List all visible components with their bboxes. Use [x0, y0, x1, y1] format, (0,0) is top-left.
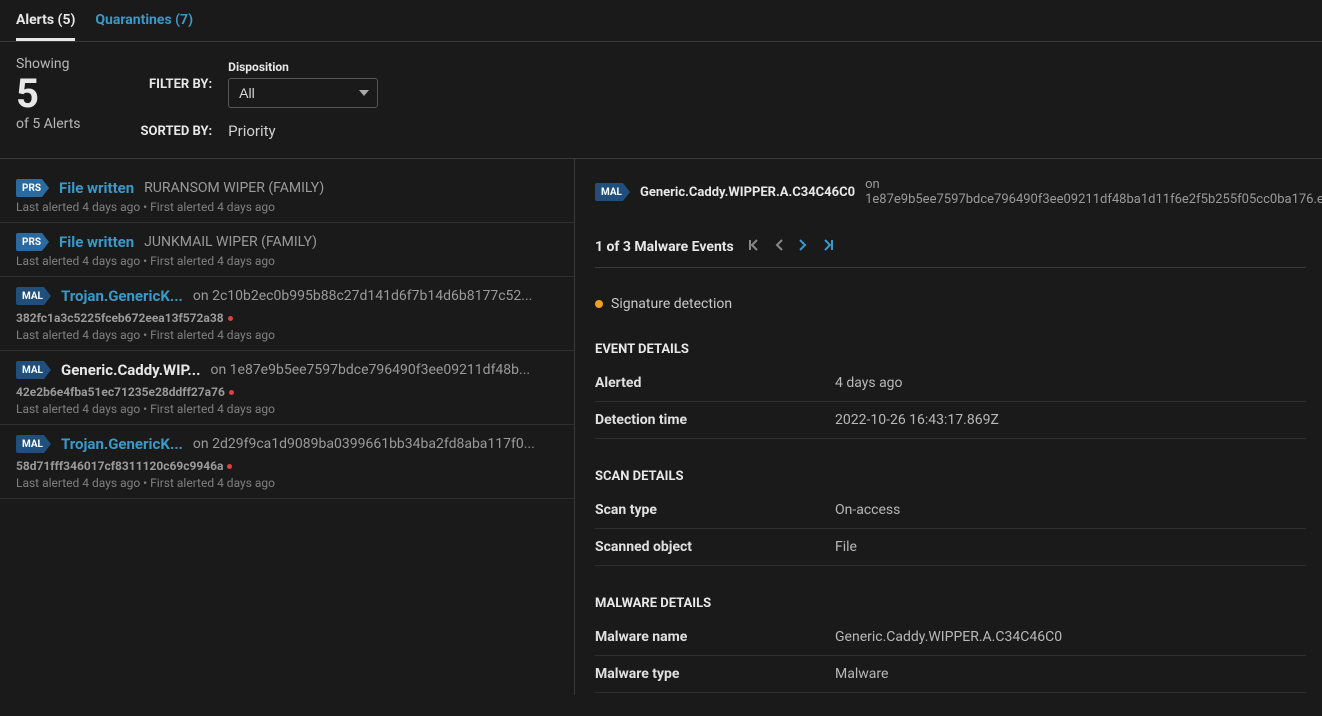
alert-badge: PRS — [16, 179, 49, 197]
alert-item[interactable]: MAL Generic.Caddy.WIP... on 1e87e9b5ee7597… — [0, 351, 574, 425]
detail-title: Generic.Caddy.WIPPER.A.C34C46C0 — [640, 185, 855, 200]
sort-value: Priority — [228, 122, 378, 140]
disposition-label: Disposition — [228, 60, 378, 74]
table-row: Detection time2022-10-26 16:43:17.869Z — [595, 402, 1306, 439]
alert-badge: PRS — [16, 233, 49, 251]
detail-key: Detection time — [595, 402, 835, 439]
alert-item[interactable]: PRS File written JUNKMAIL WIPER (FAMILY) La… — [0, 223, 574, 277]
detail-panel: MAL Generic.Caddy.WIPPER.A.C34C46C0 on 1… — [575, 159, 1322, 695]
detail-value: Generic.Caddy.WIPPER.A.C34C46C0 — [835, 619, 1306, 656]
first-page-icon[interactable] — [748, 239, 760, 255]
detail-value: File — [835, 529, 1306, 566]
showing-sub: of 5 Alerts — [16, 116, 81, 132]
detail-key: Scanned object — [595, 529, 835, 566]
alert-line1: MAL Trojan.GenericK... on 2c10b2ec0b995b88… — [16, 287, 558, 305]
pager: 1 of 3 Malware Events — [595, 239, 1306, 268]
alert-times: Last alerted 4 days ago • First alerted … — [16, 402, 558, 416]
table-row: Scanned objectFile — [595, 529, 1306, 566]
alert-suffix: on 1e87e9b5ee7597bdce796490f3ee09211df48… — [210, 362, 530, 378]
alert-times: Last alerted 4 days ago • First alerted … — [16, 476, 558, 490]
detail-value: Malware — [835, 656, 1306, 693]
showing-count: 5 — [16, 72, 81, 116]
detail-value: 2022-10-26 16:43:17.869Z — [835, 402, 1306, 439]
alert-badge: MAL — [16, 435, 51, 453]
alert-title[interactable]: Generic.Caddy.WIP... — [61, 361, 200, 379]
alert-badge: MAL — [16, 287, 51, 305]
section-title-scan: SCAN DETAILS — [595, 469, 1306, 492]
main: PRS File written RURANSOM WIPER (FAMILY) La… — [0, 159, 1322, 695]
alert-times: Last alerted 4 days ago • First alerted … — [16, 328, 558, 342]
detail-key: Scan type — [595, 492, 835, 529]
section-title-event: EVENT DETAILS — [595, 342, 1306, 365]
alert-suffix: RURANSOM WIPER (FAMILY) — [144, 180, 324, 196]
table-row: Malware typeMalware — [595, 656, 1306, 693]
showing-block: Showing 5 of 5 Alerts — [16, 56, 81, 132]
detail-suffix: on 1e87e9b5ee7597bdce796490f3ee09211df48… — [865, 177, 1322, 207]
detail-key: Malware type — [595, 656, 835, 693]
alert-line1: MAL Generic.Caddy.WIP... on 1e87e9b5ee7597… — [16, 361, 558, 379]
alert-title[interactable]: Trojan.GenericK... — [61, 287, 183, 305]
disposition-select[interactable]: All — [228, 78, 378, 108]
detail-header: MAL Generic.Caddy.WIPPER.A.C34C46C0 on 1… — [595, 177, 1306, 207]
detail-table-malware: Malware nameGeneric.Caddy.WIPPER.A.C34C4… — [595, 619, 1306, 693]
alert-line1: PRS File written JUNKMAIL WIPER (FAMILY) — [16, 233, 558, 251]
filter-by-label: FILTER BY: — [141, 77, 213, 92]
alert-hash: 42e2b6e4fba51ec71235e28ddff27a76 — [16, 385, 558, 399]
detail-key: Malware name — [595, 619, 835, 656]
disposition-wrap: Disposition All — [228, 60, 378, 108]
detail-value: 4 days ago — [835, 365, 1306, 402]
alert-title[interactable]: File written — [59, 179, 134, 197]
alert-title[interactable]: Trojan.GenericK... — [61, 435, 183, 453]
status-dot-icon — [595, 300, 603, 308]
alert-suffix: on 2d29f9ca1d9089ba0399661bb34ba2fd8aba1… — [193, 436, 535, 452]
section-title-malware: MALWARE DETAILS — [595, 596, 1306, 619]
alert-title[interactable]: File written — [59, 233, 134, 251]
table-row: Alerted4 days ago — [595, 365, 1306, 402]
last-page-icon[interactable] — [822, 239, 834, 255]
table-row: Malware nameGeneric.Caddy.WIPPER.A.C34C4… — [595, 619, 1306, 656]
tabs: Alerts (5) Quarantines (7) — [0, 0, 1322, 42]
alert-item[interactable]: PRS File written RURANSOM WIPER (FAMILY) La… — [0, 169, 574, 223]
alert-line1: PRS File written RURANSOM WIPER (FAMILY) — [16, 179, 558, 197]
detail-key: Alerted — [595, 365, 835, 402]
detail-table-scan: Scan typeOn-accessScanned objectFile — [595, 492, 1306, 566]
filters: FILTER BY: Disposition All SORTED BY: Pr… — [141, 60, 379, 140]
tab-quarantines[interactable]: Quarantines (7) — [95, 8, 193, 41]
alert-times: Last alerted 4 days ago • First alerted … — [16, 254, 558, 268]
alert-list: PRS File written RURANSOM WIPER (FAMILY) La… — [0, 159, 575, 695]
alert-item[interactable]: MAL Trojan.GenericK... on 2d29f9ca1d9089ba… — [0, 425, 574, 499]
alert-line1: MAL Trojan.GenericK... on 2d29f9ca1d9089ba… — [16, 435, 558, 453]
tab-alerts[interactable]: Alerts (5) — [16, 8, 75, 41]
next-page-icon[interactable] — [798, 239, 808, 255]
detail-table-event: Alerted4 days agoDetection time2022-10-2… — [595, 365, 1306, 439]
alert-hash: 382fc1a3c5225fceb672eea13f572a38 — [16, 311, 558, 325]
pager-text: 1 of 3 Malware Events — [595, 239, 734, 255]
alert-badge: MAL — [16, 361, 51, 379]
alert-suffix: on 2c10b2ec0b995b88c27d141d6f7b14d6b8177… — [193, 288, 532, 304]
alert-times: Last alerted 4 days ago • First alerted … — [16, 200, 558, 214]
alert-dot-icon — [229, 390, 234, 395]
controls: Showing 5 of 5 Alerts FILTER BY: Disposi… — [0, 42, 1322, 159]
table-row: Scan typeOn-access — [595, 492, 1306, 529]
alert-item[interactable]: MAL Trojan.GenericK... on 2c10b2ec0b995b88… — [0, 277, 574, 351]
prev-page-icon[interactable] — [774, 239, 784, 255]
detail-badge: MAL — [595, 183, 630, 201]
alert-hash: 58d71fff346017cf8311120c69c9946a — [16, 459, 558, 473]
signature-detection: Signature detection — [595, 296, 1306, 312]
sorted-by-label: SORTED BY: — [141, 124, 213, 139]
alert-suffix: JUNKMAIL WIPER (FAMILY) — [144, 234, 317, 250]
alert-dot-icon — [227, 464, 232, 469]
alert-dot-icon — [228, 316, 233, 321]
detail-value: On-access — [835, 492, 1306, 529]
signature-detection-label: Signature detection — [611, 296, 732, 312]
